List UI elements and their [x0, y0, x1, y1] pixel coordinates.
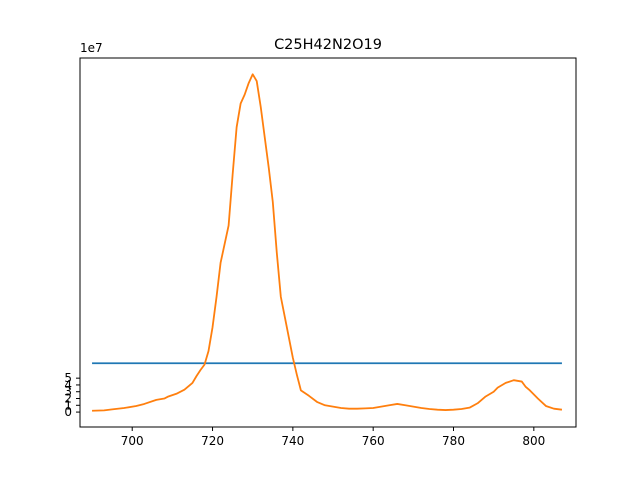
series-line-2 — [92, 73, 563, 412]
x-axis: 700 720 740 760 780 800 — [121, 427, 545, 448]
chart-title: C25H42N2O19 — [274, 37, 382, 53]
x-tick-label: 740 — [281, 434, 304, 448]
plot-frame — [79, 57, 577, 428]
series-layer — [92, 73, 563, 412]
y-tick-label: 0 — [64, 405, 72, 419]
x-tick-label: 780 — [442, 434, 465, 448]
y-tick-label: 2 — [64, 392, 72, 406]
y-tick-label: 5 — [64, 371, 72, 385]
y-tick-label: 3 — [64, 385, 72, 399]
x-tick-label: 720 — [201, 434, 224, 448]
x-tick-label: 760 — [362, 434, 385, 448]
y-scale-label: 1e7 — [80, 41, 103, 55]
x-tick-label: 700 — [121, 434, 144, 448]
y-tick-label: 1 — [64, 398, 72, 412]
x-tick-label: 800 — [522, 434, 545, 448]
y-tick-label: 4 — [64, 378, 72, 392]
